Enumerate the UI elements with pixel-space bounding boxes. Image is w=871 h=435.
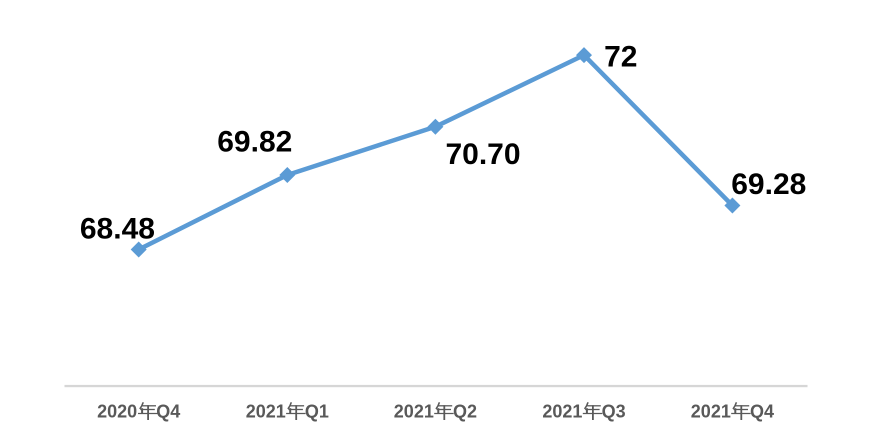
- svg-text:70.70: 70.70: [445, 138, 520, 171]
- svg-text:72: 72: [604, 41, 637, 74]
- svg-text:2021: 2021: [691, 402, 731, 422]
- svg-text:Q4: Q4: [156, 402, 180, 422]
- svg-text:Q2: Q2: [453, 402, 477, 422]
- svg-text:Q3: Q3: [602, 402, 626, 422]
- svg-text:68.48: 68.48: [80, 213, 155, 246]
- svg-text:Q4: Q4: [750, 402, 774, 422]
- svg-text:2021: 2021: [542, 402, 582, 422]
- svg-text:Q1: Q1: [305, 402, 329, 422]
- svg-text:2020: 2020: [97, 402, 137, 422]
- svg-text:69.28: 69.28: [731, 168, 806, 201]
- svg-text:2021: 2021: [246, 402, 286, 422]
- svg-text:2021: 2021: [394, 402, 434, 422]
- svg-text:69.82: 69.82: [217, 126, 292, 159]
